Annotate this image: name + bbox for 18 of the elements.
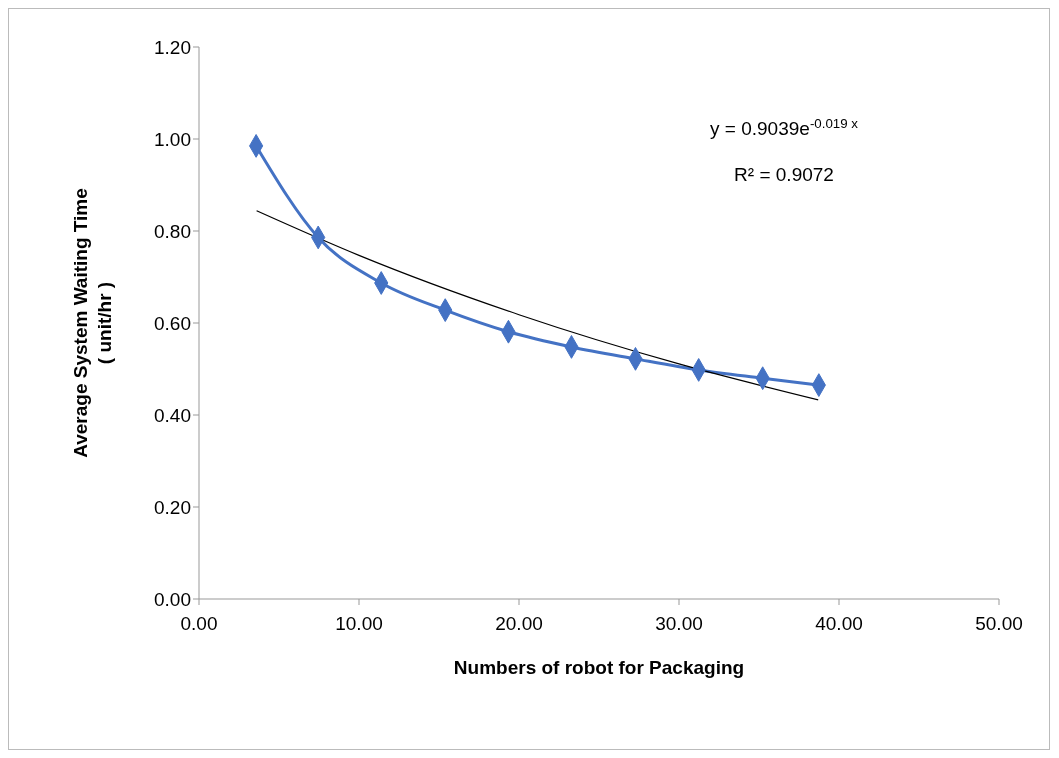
x-tick-label: 20.00 <box>495 613 543 635</box>
x-tick-label: 0.00 <box>180 613 218 635</box>
y-tick-label: 1.20 <box>154 36 191 58</box>
annotation: R² = 0.9072 <box>734 164 834 185</box>
y-tick-label: 0.20 <box>154 496 191 518</box>
x-tick-label: 30.00 <box>655 613 703 635</box>
y-tick-label: 0.60 <box>154 312 191 334</box>
x-tick-label: 50.00 <box>975 613 1023 635</box>
x-axis-title: Numbers of robot for Packaging <box>453 657 745 678</box>
y-tick-label: 0.40 <box>154 404 191 426</box>
line-series <box>256 210 819 401</box>
y-tick-label: 0.80 <box>154 220 191 242</box>
x-tick-label: 40.00 <box>815 613 863 635</box>
y-tick-label: 0.00 <box>154 588 191 610</box>
x-tick-label: 10.00 <box>335 613 383 635</box>
annotation: y = 0.9039e$^{-0.019 x}$ <box>710 115 859 139</box>
y-tick-label: 1.00 <box>154 128 191 150</box>
y-axis-title: Average System Waiting Time ( unit/hr ) <box>70 188 115 458</box>
